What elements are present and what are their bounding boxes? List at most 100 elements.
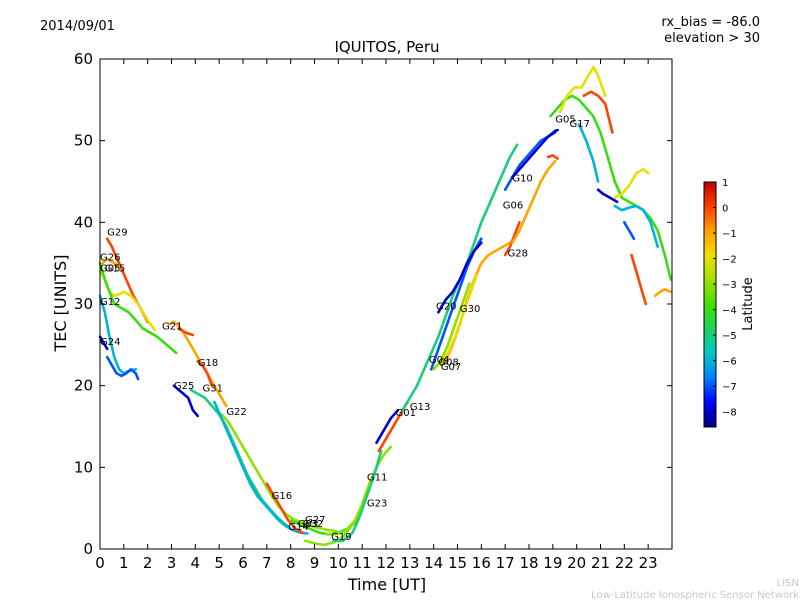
prn-label: G21 (162, 321, 182, 332)
colorbar: 1 0 −1 −2 −3 −4 −5 −6 −7 −8 (703, 178, 737, 428)
x-tick-label: 18 (519, 554, 538, 572)
axes-layer: 0 1 2 3 4 5 6 7 8 9 10 11 12 13 14 15 16 17 18 19 20 21 22 2301… (74, 50, 672, 572)
y-tick-label: 50 (74, 132, 93, 150)
series-G17b (577, 123, 600, 183)
prn-label: G16 (272, 491, 292, 502)
colorbar-tick-label: 0 (722, 204, 728, 215)
series-G08 (439, 274, 478, 367)
series-G25 (172, 384, 199, 418)
prn-label: G17 (570, 119, 590, 130)
prn-label: G23 (367, 499, 387, 510)
x-tick-label: 17 (496, 554, 515, 572)
y-tick-label: 40 (74, 213, 93, 231)
series-G16 (213, 400, 309, 535)
series-G10b (510, 128, 559, 179)
prn-label: G12 (100, 297, 120, 308)
series-G24b (105, 355, 140, 381)
prn-label: G28 (508, 249, 528, 260)
series-layer (98, 65, 673, 547)
x-tick-label: 19 (543, 554, 562, 572)
series-G11 (325, 445, 393, 536)
x-tick-label: 12 (376, 554, 395, 572)
prn-label: G11 (367, 472, 387, 483)
colorbar-tick-label: −6 (722, 357, 737, 368)
prn-label: G13 (410, 402, 430, 413)
x-tick-label: 5 (214, 554, 224, 572)
x-tick-label: 4 (191, 554, 201, 572)
footer-network: Low-Latitude Ionospheric Sensor Network (591, 590, 799, 600)
prn-label: G20 (436, 302, 456, 313)
series-G14 (265, 482, 304, 535)
series-G05p (549, 94, 673, 281)
y-tick-label: 30 (74, 295, 93, 313)
x-tick-label: 0 (95, 554, 105, 572)
prn-label: G27 (305, 515, 325, 526)
series-G24 (98, 335, 109, 351)
prn-label: G19 (331, 532, 351, 543)
prn-label: G32 (303, 519, 323, 530)
y-tick-label: 10 (74, 458, 93, 476)
x-tick-label: 15 (448, 554, 467, 572)
x-tick-label: 21 (591, 554, 610, 572)
series-G22 (220, 412, 338, 533)
series-G22c (613, 168, 650, 200)
x-tick-label: 16 (472, 554, 491, 572)
series-G21 (167, 320, 228, 408)
prn-label: G15 (105, 263, 125, 274)
x-tick-label: 14 (424, 554, 443, 572)
rx-bias-label: rx_bias = -86.0 (661, 15, 760, 30)
prn-label: G10 (512, 174, 532, 185)
x-tick-label: 3 (167, 554, 177, 572)
footer-lisn: LISN (777, 578, 799, 589)
x-tick-label: 13 (400, 554, 419, 572)
colorbar-tick-label: −8 (722, 408, 737, 419)
series-G17 (582, 90, 614, 134)
prn-label: G04 (429, 355, 449, 366)
x-tick-label: 10 (329, 554, 348, 572)
series-G22d (622, 221, 636, 240)
colorbar-tick-label: −4 (722, 306, 737, 317)
prn-label: G31 (202, 383, 222, 394)
x-tick-label: 22 (615, 554, 634, 572)
series-G06b (546, 154, 559, 160)
y-axis-label: TEC [UNITS] (51, 255, 70, 353)
x-tick-label: 11 (353, 554, 372, 572)
series-G05 (101, 257, 123, 269)
series-G20b (437, 241, 483, 314)
colorbar-gradient (703, 181, 717, 428)
x-tick-label: 23 (639, 554, 658, 572)
series-G18 (196, 359, 214, 388)
series-G17c (596, 188, 619, 204)
series-G23 (332, 449, 383, 543)
series-G06 (510, 159, 557, 245)
colorbar-tick-label: −2 (722, 255, 737, 266)
series-G21b (177, 327, 195, 337)
x-tick-label: 8 (286, 554, 296, 572)
prn-label: G05 (100, 263, 120, 274)
prn-label: G30 (460, 304, 480, 315)
y-tick-label: 0 (83, 540, 93, 558)
x-tick-label: 9 (310, 554, 320, 572)
series-G10e (653, 287, 673, 298)
chart-title: IQUITOS, Peru (334, 38, 439, 56)
date-label: 2014/09/01 (40, 19, 115, 34)
elevation-label: elevation > 30 (664, 31, 760, 46)
series-G01b (375, 408, 400, 445)
x-axis-label: Time [UT] (347, 575, 426, 594)
x-tick-label: 1 (119, 554, 129, 572)
y-tick-label: 20 (74, 377, 93, 395)
colorbar-tick-label: −5 (722, 331, 737, 342)
y-tick-label: 60 (74, 50, 93, 68)
series-G22b (613, 204, 660, 249)
colorbar-tick-label: −7 (722, 382, 737, 393)
prn-label: G22 (226, 407, 246, 418)
series-G15 (98, 261, 178, 355)
prn-label: G26 (100, 253, 120, 264)
x-tick-label: 20 (567, 554, 586, 572)
prn-label: G01 (396, 408, 416, 419)
prn-label: G08 (438, 357, 458, 368)
prn-label: G25 (174, 381, 194, 392)
series-G07 (432, 282, 471, 371)
prn-label: G07 (441, 362, 461, 373)
